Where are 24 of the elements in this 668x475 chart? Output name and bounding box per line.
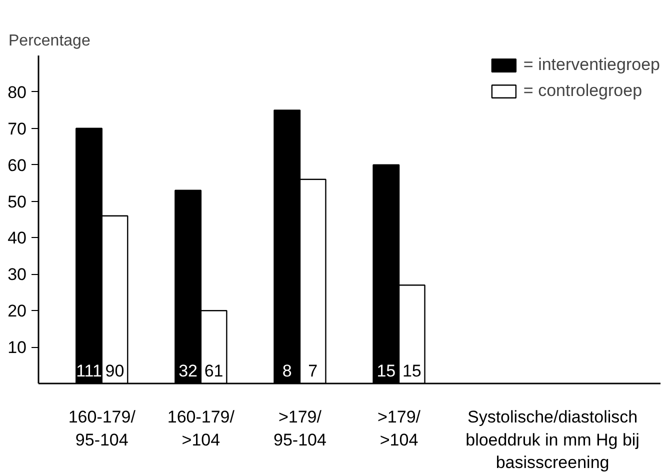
annotation: 15 [402, 362, 422, 381]
annotation: 32 [178, 362, 198, 381]
y-tick-label: 80 [8, 82, 27, 102]
x-tick-label: 160-179/ 95-104 [68, 408, 136, 450]
x-tick-label: >179/ >104 [378, 408, 421, 450]
x-tick-label: >179/ 95-104 [274, 408, 326, 450]
legend-label: = interventiegroep [523, 55, 660, 75]
annotation: 8 [282, 362, 292, 381]
y-tick-label: 40 [8, 228, 27, 248]
y-tick-label: 10 [8, 338, 27, 358]
x-tick-label: 160-179/ >104 [167, 408, 235, 450]
y-tick-label: 50 [8, 192, 27, 212]
legend-label: = controlegroep [523, 81, 642, 101]
y-tick-label: 70 [8, 119, 27, 138]
annotation: 7 [308, 362, 318, 381]
y-axis-title: Percentage [8, 32, 90, 50]
y-tick-label: 30 [8, 265, 27, 284]
annotation: 90 [105, 362, 124, 381]
annotation: 111 [76, 362, 102, 381]
x-axis-title: Systolische/diastolisch bloeddruk in mm Hg bij basisscreening [466, 408, 640, 472]
annotation: 61 [204, 362, 224, 381]
y-tick-label: 60 [8, 156, 27, 175]
y-tick-label: 20 [8, 302, 27, 321]
annotation: 15 [376, 362, 396, 381]
